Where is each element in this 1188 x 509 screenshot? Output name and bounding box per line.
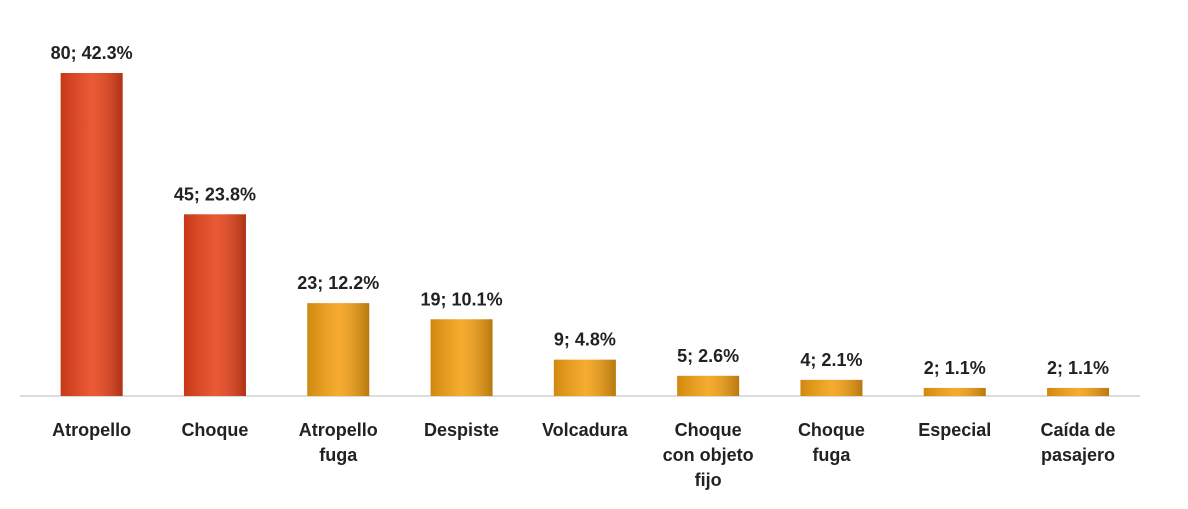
x-tick-label: Choque (181, 420, 249, 440)
value-label: 80; 42.3% (51, 43, 133, 63)
x-tick-label: Atropello (52, 420, 132, 440)
x-tick-label: Choque fuga (797, 420, 865, 465)
value-label: 5; 2.6% (677, 346, 739, 366)
x-tick-label: Caída de pasajero (1040, 420, 1116, 465)
bar-shade (553, 359, 616, 396)
bar-shade (923, 387, 986, 396)
bar-shade (307, 303, 370, 396)
bar-shade (800, 379, 863, 396)
bar-shade (183, 214, 246, 396)
bar-shade (677, 375, 740, 396)
bar-shade (60, 73, 123, 396)
value-label: 45; 23.8% (174, 184, 256, 204)
value-label: 2; 1.1% (1047, 358, 1109, 378)
value-label: 19; 10.1% (421, 289, 503, 309)
x-tick-label: Despiste (424, 420, 500, 440)
value-label: 2; 1.1% (924, 358, 986, 378)
value-label: 9; 4.8% (554, 330, 616, 350)
x-tick-label: Especial (918, 420, 992, 440)
value-label: 23; 12.2% (297, 273, 379, 293)
bar-shade (1047, 387, 1110, 396)
x-tick-label: Choque con objeto fijo (662, 420, 754, 490)
bar-shade (430, 319, 493, 396)
x-tick-label: Volcadura (541, 420, 628, 440)
x-tick-label: Atropello fuga (298, 420, 378, 465)
value-label: 4; 2.1% (800, 350, 862, 370)
